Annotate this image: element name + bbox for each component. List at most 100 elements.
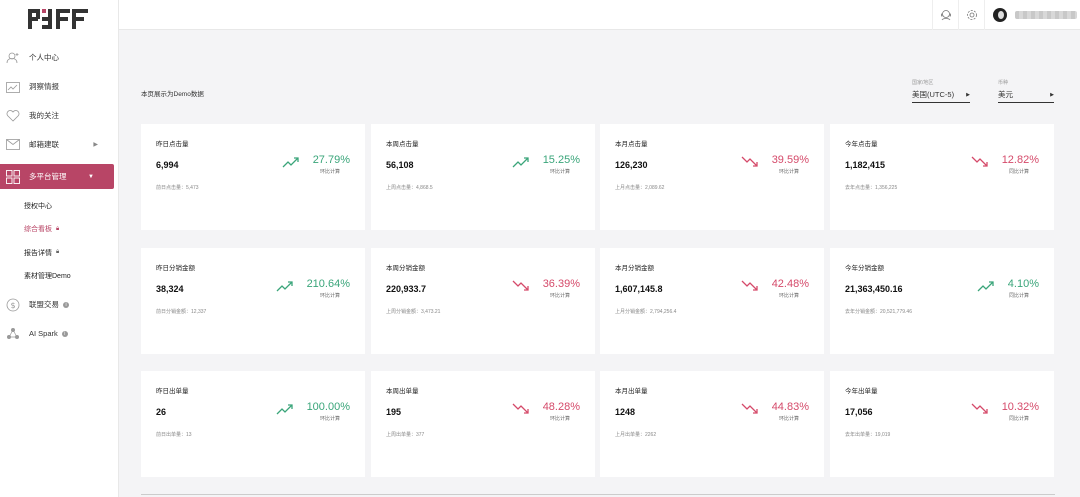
metric-card: 昨日分销金额 38,324 前日分销金额：12,337 210.64% 环比计算 <box>141 248 365 354</box>
metric-card: 今年出单量 17,056 去年出单量：19,019 10.32% 同比计算 <box>830 371 1054 477</box>
subitem-label: 报告详情 <box>24 249 52 257</box>
metric-card: 今年分销金额 21,363,450.16 去年分销金额：20,521,779.46 4… <box>830 248 1054 354</box>
metric-value: 21,363,450.16 <box>845 284 903 294</box>
sidebar-item-aispark[interactable]: AI Spark i <box>0 319 118 348</box>
metric-compare-type: 同比计算 <box>1009 416 1030 422</box>
metric-title: 昨日分销金额 <box>156 265 195 272</box>
user-menu[interactable] <box>984 0 1080 30</box>
metric-change: 100.00% <box>306 401 350 413</box>
gear-icon[interactable] <box>958 0 984 30</box>
sidebar-item-label: 联盟交易 <box>29 300 59 309</box>
country-value: 美国(UTC-5) <box>912 90 955 99</box>
heart-icon <box>5 108 21 124</box>
metric-compare-type: 同比计算 <box>1009 169 1030 175</box>
metric-card: 本周点击量 56,108 上周点击量：4,868.5 15.25% 环比计算 <box>371 124 595 230</box>
country-select-box[interactable]: 美国(UTC-5) ▶ <box>912 89 970 103</box>
lock-icon: 🔒︎ <box>56 225 60 232</box>
metric-previous: 上月点击量：2,089.62 <box>615 185 665 191</box>
sidebar-subitem-dashboard[interactable]: 综合看板 🔒︎ <box>0 218 118 242</box>
metric-card: 昨日点击量 6,994 前日点击量：5,473 27.79% 环比计算 <box>141 124 365 230</box>
sidebar: 个人中心 洞察情报 我的关注 邮箱建联 ▶ 多平台管理 ▼ 授权中心 综合看板 … <box>0 0 119 497</box>
country-select[interactable]: 国家/地区 美国(UTC-5) ▶ <box>912 79 970 103</box>
metric-previous: 上月出单量：2262 <box>615 432 657 438</box>
metric-previous: 去年点击量：1,356,225 <box>845 185 898 191</box>
metric-change: 27.79% <box>312 154 350 166</box>
country-caption: 国家/地区 <box>912 80 934 86</box>
chart-line-icon <box>5 79 21 95</box>
sidebar-item-label: 我的关注 <box>29 111 59 120</box>
metric-change: 44.83% <box>771 401 809 413</box>
logo[interactable] <box>0 0 118 38</box>
info-icon: i <box>63 301 69 308</box>
metric-title: 本月出单量 <box>615 388 648 395</box>
filter-bar: 本页展示为Demo数据 国家/地区 美国(UTC-5) ▶ 币种 美元 ▶ <box>141 79 1054 103</box>
metric-title: 今年点击量 <box>845 141 878 148</box>
metric-previous: 上月分销金额：2,794,256.4 <box>615 309 677 315</box>
sidebar-item-profile[interactable]: 个人中心 <box>0 43 118 72</box>
metric-change: 12.82% <box>1001 154 1039 166</box>
trend-up-icon <box>276 402 294 420</box>
metric-title: 本月点击量 <box>615 141 648 148</box>
currency-value: 美元 <box>998 90 1013 99</box>
trend-down-icon <box>741 279 759 297</box>
trend-down-icon <box>512 279 530 297</box>
metric-compare-type: 环比计算 <box>320 416 341 422</box>
metric-compare-type: 环比计算 <box>550 416 571 422</box>
svg-text:$: $ <box>10 301 15 310</box>
metric-title: 本周分销金额 <box>386 265 425 272</box>
mail-icon <box>5 137 21 153</box>
metric-card: 今年点击量 1,182,415 去年点击量：1,356,225 12.82% 同比计算 <box>830 124 1054 230</box>
metric-change: 42.48% <box>771 278 809 290</box>
caret-right-icon: ▶ <box>966 91 970 98</box>
trend-up-icon <box>512 155 530 173</box>
sidebar-item-label: AI Spark <box>29 329 58 338</box>
sidebar-item-favorites[interactable]: 我的关注 <box>0 101 118 130</box>
sidebar-item-email[interactable]: 邮箱建联 ▶ <box>0 130 118 159</box>
currency-select[interactable]: 币种 美元 ▶ <box>998 79 1054 103</box>
trend-up-icon <box>276 279 294 297</box>
sidebar-item-multiplatform[interactable]: 多平台管理 ▼ <box>0 164 114 189</box>
metric-previous: 去年出单量：19,019 <box>845 432 891 438</box>
metric-change: 39.59% <box>771 154 809 166</box>
metric-value: 1,182,415 <box>845 160 886 170</box>
username-redacted <box>1015 11 1077 19</box>
share-nodes-icon <box>5 326 21 342</box>
metric-previous: 前日点击量：5,473 <box>156 185 199 191</box>
chevron-right-icon: ▶ <box>93 142 98 148</box>
metric-change: 10.32% <box>1001 401 1039 413</box>
avatar <box>993 8 1007 22</box>
trend-down-icon <box>741 155 759 173</box>
subitem-label: 授权中心 <box>24 202 52 210</box>
currency-caption: 币种 <box>998 80 1009 86</box>
sidebar-subitem-report[interactable]: 报告详情 🔒︎ <box>0 241 118 265</box>
sidebar-item-affiliate[interactable]: $ 联盟交易 i <box>0 290 118 319</box>
metric-compare-type: 环比计算 <box>779 293 800 299</box>
metric-change: 4.10% <box>1007 278 1039 290</box>
sidebar-subitem-assets[interactable]: 素材管理Demo <box>0 265 118 289</box>
metric-value: 56,108 <box>386 160 414 170</box>
sidebar-item-label: 洞察情报 <box>29 82 59 91</box>
metric-card: 本周分销金额 220,933.7 上周分销金额：3,473.21 36.39% 环比计算 <box>371 248 595 354</box>
metric-card: 本周出单量 195 上周出单量：377 48.28% 环比计算 <box>371 371 595 477</box>
metric-compare-type: 环比计算 <box>550 169 571 175</box>
metric-value: 17,056 <box>845 407 873 417</box>
support-icon[interactable] <box>932 0 958 30</box>
trend-up-icon <box>282 155 300 173</box>
metric-value: 1,607,145.8 <box>615 284 663 294</box>
sidebar-subitem-auth[interactable]: 授权中心 <box>0 194 118 218</box>
top-bar <box>119 0 1080 30</box>
metric-title: 今年出单量 <box>845 388 878 395</box>
metric-compare-type: 环比计算 <box>779 169 800 175</box>
metric-card: 本月点击量 126,230 上月点击量：2,089.62 39.59% 环比计算 <box>600 124 824 230</box>
metric-title: 本周点击量 <box>386 141 419 148</box>
sidebar-item-label: 多平台管理 <box>29 172 67 181</box>
subitem-label: 综合看板 <box>24 226 52 234</box>
demo-note: 本页展示为Demo数据 <box>141 91 204 98</box>
sidebar-item-insights[interactable]: 洞察情报 <box>0 72 118 101</box>
metric-card: 昨日出单量 26 前日出单量：13 100.00% 环比计算 <box>141 371 365 477</box>
currency-select-box[interactable]: 美元 ▶ <box>998 89 1054 103</box>
metric-compare-type: 环比计算 <box>320 293 341 299</box>
metric-value: 38,324 <box>156 284 184 294</box>
metric-change: 48.28% <box>542 401 580 413</box>
grid-icon <box>5 169 21 185</box>
